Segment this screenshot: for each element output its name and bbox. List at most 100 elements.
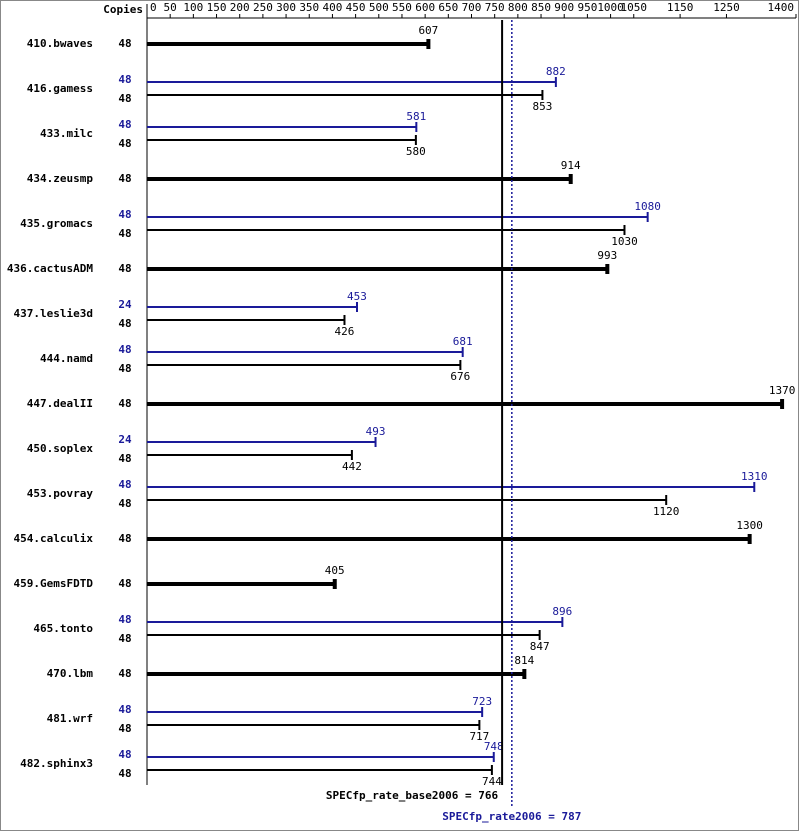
value-label: 993 xyxy=(597,249,617,262)
bar xyxy=(147,212,649,222)
benchmark-label: 435.gromacs xyxy=(20,217,93,230)
bar xyxy=(147,482,756,492)
copies-label: 48 xyxy=(118,452,131,465)
value-label: 493 xyxy=(366,425,386,438)
x-tick-label: 400 xyxy=(322,1,342,14)
copies-label: 48 xyxy=(118,397,131,410)
copies-label: 48 xyxy=(118,118,131,131)
benchmark-label: 410.bwaves xyxy=(27,37,93,50)
bar xyxy=(147,122,418,132)
benchmark-label: 454.calculix xyxy=(14,532,94,545)
value-label: 1310 xyxy=(741,470,768,483)
copies-label: 48 xyxy=(118,227,131,240)
copies-header: Copies xyxy=(103,3,143,16)
x-tick-label: 600 xyxy=(415,1,435,14)
x-tick-label: 100 xyxy=(183,1,203,14)
bar xyxy=(147,669,527,679)
bar xyxy=(147,399,785,409)
value-label: 1080 xyxy=(634,200,661,213)
value-label: 896 xyxy=(552,605,572,618)
value-label: 607 xyxy=(418,24,438,37)
bar xyxy=(147,302,358,312)
value-label: 1300 xyxy=(736,519,763,532)
copies-label: 48 xyxy=(118,478,131,491)
x-tick-label: 750 xyxy=(485,1,505,14)
value-label: 426 xyxy=(335,325,355,338)
copies-label: 48 xyxy=(118,577,131,590)
value-label: 453 xyxy=(347,290,367,303)
copies-label: 48 xyxy=(118,208,131,221)
x-tick-label: 150 xyxy=(207,1,227,14)
bar xyxy=(147,90,544,100)
bar xyxy=(147,765,493,775)
bar xyxy=(147,752,495,762)
x-tick-label: 950 xyxy=(577,1,597,14)
copies-label: 48 xyxy=(118,343,131,356)
copies-label: 48 xyxy=(118,703,131,716)
value-label: 853 xyxy=(532,100,552,113)
benchmark-label: 450.soplex xyxy=(27,442,94,455)
x-tick-label: 350 xyxy=(299,1,319,14)
copies-label: 48 xyxy=(118,317,131,330)
x-tick-label: 500 xyxy=(369,1,389,14)
value-label: 748 xyxy=(484,740,504,753)
x-tick-label: 1000 xyxy=(597,1,624,14)
copies-label: 48 xyxy=(118,632,131,645)
bar xyxy=(147,225,626,235)
x-tick-label: 450 xyxy=(346,1,366,14)
x-tick-label: 850 xyxy=(531,1,551,14)
bar xyxy=(147,264,610,274)
benchmark-label: 447.dealII xyxy=(27,397,93,410)
value-label: 1370 xyxy=(769,384,796,397)
copies-label: 48 xyxy=(118,532,131,545)
value-label: 723 xyxy=(472,695,492,708)
bar xyxy=(147,707,484,717)
bar xyxy=(147,534,752,544)
x-tick-label: 50 xyxy=(164,1,177,14)
x-tick-label: 1150 xyxy=(667,1,694,14)
benchmark-label: 433.milc xyxy=(40,127,93,140)
benchmark-label: 481.wrf xyxy=(47,712,93,725)
bar xyxy=(147,579,337,589)
value-label: 882 xyxy=(546,65,566,78)
value-label: 847 xyxy=(530,640,550,653)
copies-label: 48 xyxy=(118,497,131,510)
copies-label: 24 xyxy=(118,298,132,311)
copies-label: 48 xyxy=(118,722,131,735)
bar xyxy=(147,437,377,447)
value-label: 581 xyxy=(406,110,426,123)
bar xyxy=(147,630,541,640)
bar xyxy=(147,347,464,357)
value-label: 580 xyxy=(406,145,426,158)
x-tick-label: 250 xyxy=(253,1,273,14)
value-label: 814 xyxy=(514,654,534,667)
x-tick-label: 700 xyxy=(462,1,482,14)
bar xyxy=(147,450,353,460)
x-tick-label: 900 xyxy=(554,1,574,14)
copies-label: 48 xyxy=(118,362,131,375)
benchmark-label: 465.tonto xyxy=(33,622,93,635)
value-label: 1030 xyxy=(611,235,638,248)
bar xyxy=(147,495,668,505)
benchmark-label: 436.cactusADM xyxy=(7,262,93,275)
x-tick-label: 1050 xyxy=(621,1,648,14)
value-label: 442 xyxy=(342,460,362,473)
copies-label: 48 xyxy=(118,262,131,275)
copies-label: 48 xyxy=(118,748,131,761)
bar xyxy=(147,174,573,184)
bar xyxy=(147,77,557,87)
x-tick-label: 650 xyxy=(438,1,458,14)
bar xyxy=(147,135,417,145)
benchmark-label: 416.gamess xyxy=(27,82,93,95)
benchmark-label: 437.leslie3d xyxy=(14,307,93,320)
bar xyxy=(147,720,481,730)
value-label: 914 xyxy=(561,159,581,172)
bar xyxy=(147,617,564,627)
value-label: 1120 xyxy=(653,505,680,518)
value-label: 744 xyxy=(482,775,502,788)
benchmark-label: 453.povray xyxy=(27,487,94,500)
x-tick-label: 550 xyxy=(392,1,412,14)
benchmark-label: 444.namd xyxy=(40,352,93,365)
